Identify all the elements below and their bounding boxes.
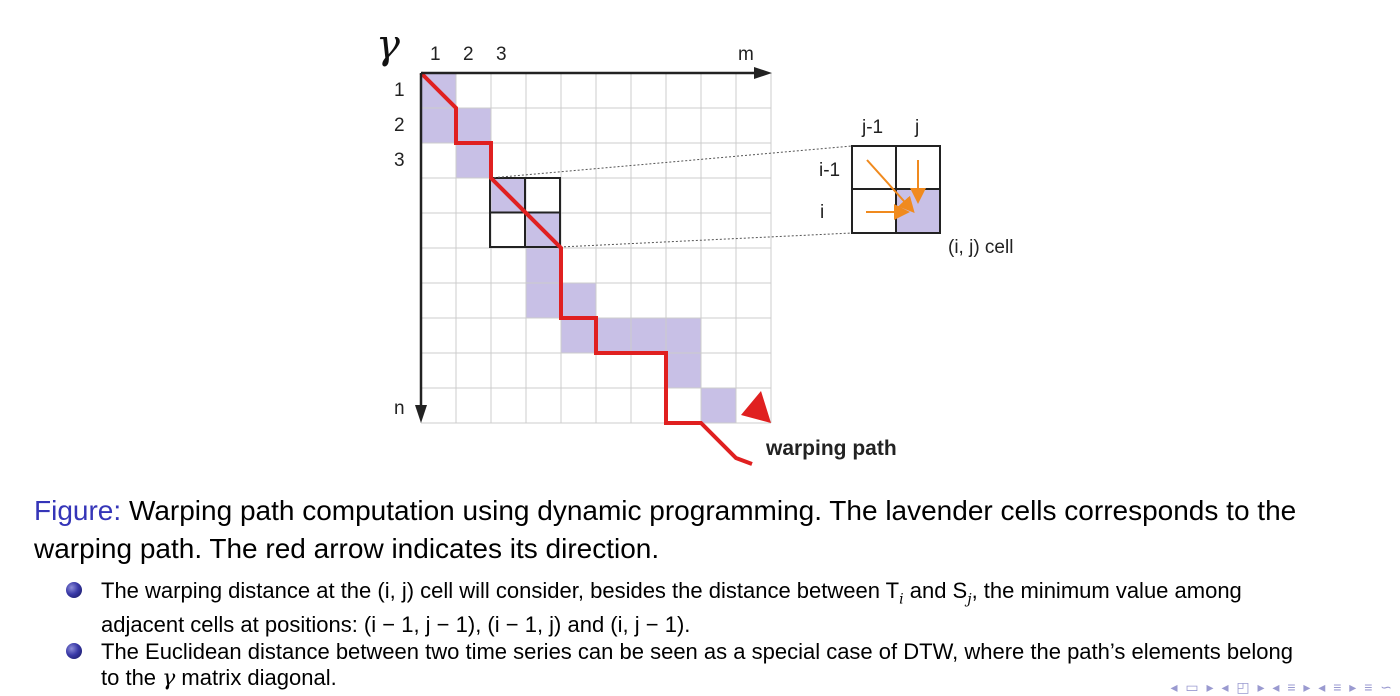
caption-text: Warping path computation using dynamic p… (34, 495, 1297, 564)
warping-path-label: warping path (765, 437, 897, 460)
bullet-text: The Euclidean distance between two time … (101, 639, 1381, 692)
path-cell (701, 388, 736, 423)
path-cell (666, 318, 701, 353)
bullet-ball-icon (66, 582, 82, 598)
dtw-diagram: γ 1 2 3 m 1 2 3 n warping path j-1 j i-1… (376, 22, 1013, 466)
y-axis-arrowhead (415, 405, 427, 423)
inset-col-label-j-1: j-1 (861, 117, 883, 138)
zoom-connector-bottom (559, 232, 853, 248)
bullet-text: The warping distance at the (i, j) cell … (101, 578, 1381, 638)
row-label-1: 1 (394, 80, 405, 101)
warping-path-arrowhead (741, 391, 771, 423)
figure-caption: Figure: Warping path computation using d… (34, 492, 1374, 568)
path-cell (596, 318, 631, 353)
path-cell (456, 143, 491, 178)
inset-col-label-j: j (914, 117, 919, 138)
inset-row-label-i: i (820, 202, 824, 223)
x-axis-arrowhead (754, 67, 772, 79)
path-cell (526, 283, 561, 318)
bullet-1-line1-mid: and S (903, 578, 968, 603)
inset-arrow-diagonal (866, 159, 915, 213)
bullet-1-sub-j: j (967, 591, 972, 608)
row-label-n: n (394, 398, 405, 419)
bullet-1-sub-i: i (899, 591, 904, 608)
warping-path-line (419, 71, 753, 466)
path-cell (631, 318, 666, 353)
col-label-m: m (738, 44, 754, 65)
path-cell (526, 248, 561, 283)
bullet-2-line1: The Euclidean distance between two time … (101, 639, 1293, 664)
zoom-connector-top (489, 145, 853, 179)
col-label-3: 3 (496, 44, 507, 65)
bullet-2-line2-pre: to the (101, 665, 163, 690)
bullet-ball-icon (66, 643, 82, 659)
inset-cell-label: (i, j) cell (948, 237, 1013, 258)
beamer-nav-controls[interactable]: ◂ ▭ ▸ ◂ ◰ ▸ ◂ ≡ ▸ ◂ ≡ ▸ ≡ ∽ (1170, 679, 1394, 695)
inset-row-label-i-1: i-1 (819, 160, 840, 181)
bullet-1-line2: adjacent cells at positions: (i − 1, j −… (101, 612, 691, 638)
inset-cell-detail: j-1 j i-1 i (i, j) cell (819, 117, 1013, 258)
row-label-3: 3 (394, 150, 405, 171)
path-cell (561, 283, 596, 318)
bullet-2-gamma: γ (162, 666, 176, 691)
gamma-symbol: γ (376, 22, 400, 68)
bullet-1-line1-end: , the minimum value among (971, 578, 1242, 603)
path-cell (561, 318, 596, 353)
col-label-2: 2 (463, 44, 474, 65)
col-label-1: 1 (430, 44, 441, 65)
bullet-1-line1: The warping distance at the (i, j) cell … (101, 578, 900, 603)
caption-prefix: Figure: (34, 495, 122, 526)
path-cell (421, 108, 456, 143)
bullet-2-line2-post: matrix diagonal. (175, 665, 337, 690)
row-label-2: 2 (394, 115, 405, 136)
path-cell (666, 353, 701, 388)
path-cell (456, 108, 491, 143)
